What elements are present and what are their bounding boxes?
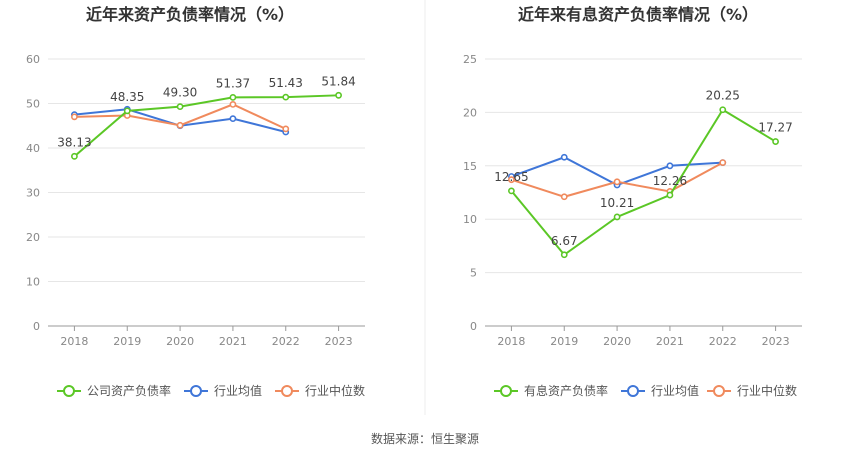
chart-title: 近年来资产负债率情况（%）	[86, 5, 294, 24]
y-tick-label: 30	[26, 187, 40, 200]
y-tick-label: 5	[470, 267, 477, 280]
legend-swatch-marker	[713, 385, 725, 397]
legend-swatch-marker	[281, 385, 293, 397]
x-tick-label: 2018	[60, 335, 88, 348]
data-label: 20.25	[706, 89, 740, 103]
data-label: 10.21	[600, 196, 634, 210]
data-point[interactable]	[282, 93, 290, 101]
legend-item[interactable]: 行业均值	[621, 383, 699, 398]
legend-label: 有息资产负债率	[524, 383, 608, 398]
x-tick-label: 2020	[603, 335, 631, 348]
data-label: 51.84	[321, 74, 355, 88]
x-tick-label: 2021	[656, 335, 684, 348]
x-tick-label: 2023	[325, 335, 353, 348]
legend-item[interactable]: 公司资产负债率	[57, 383, 171, 398]
data-point[interactable]	[508, 187, 515, 195]
data-point[interactable]	[666, 162, 674, 170]
x-tick-label: 2018	[497, 335, 525, 348]
data-point[interactable]	[666, 191, 674, 199]
source-note: 数据来源：恒生聚源	[370, 432, 479, 446]
y-tick-label: 60	[26, 53, 40, 66]
x-tick-label: 2020	[166, 335, 194, 348]
legend-swatch-marker	[63, 385, 75, 397]
data-label: 48.35	[110, 90, 144, 104]
data-point[interactable]	[719, 106, 727, 114]
data-point[interactable]	[613, 213, 621, 221]
legend-swatch-marker	[500, 385, 512, 397]
y-tick-label: 50	[26, 98, 40, 111]
data-point[interactable]	[560, 153, 568, 161]
x-tick-label: 2019	[550, 335, 578, 348]
y-tick-label: 20	[463, 106, 477, 119]
data-point[interactable]	[123, 107, 131, 115]
legend-item[interactable]: 行业均值	[184, 383, 262, 398]
data-point[interactable]	[613, 178, 621, 186]
x-tick-label: 2022	[709, 335, 737, 348]
y-tick-label: 0	[470, 320, 477, 333]
series-line	[73, 94, 339, 158]
x-tick-label: 2019	[113, 335, 141, 348]
legend-label: 公司资产负债率	[87, 383, 171, 398]
data-point[interactable]	[176, 121, 184, 129]
data-label: 51.43	[269, 76, 303, 90]
data-point[interactable]	[71, 152, 78, 160]
chart-debt-ratio: 近年来资产负债率情况（%） 0 10 20 30 40 50 60 2018 2019 2020 2…	[26, 5, 365, 398]
data-point[interactable]	[71, 113, 78, 121]
data-point[interactable]	[229, 100, 237, 108]
data-point[interactable]	[508, 176, 515, 184]
legend-label: 行业均值	[651, 383, 699, 398]
legend-item[interactable]: 有息资产负债率	[494, 383, 608, 398]
data-label: 51.37	[216, 76, 250, 90]
legend-swatch-marker	[627, 385, 639, 397]
data-label: 38.13	[57, 135, 91, 149]
chart-title: 近年来有息资产负债率情况（%）	[518, 5, 758, 24]
data-point[interactable]	[560, 251, 568, 259]
legend-label: 行业中位数	[737, 383, 797, 398]
legend-swatch-marker	[190, 385, 202, 397]
legend-item[interactable]: 行业中位数	[707, 383, 797, 398]
x-tick-label: 2021	[219, 335, 247, 348]
legend-label: 行业中位数	[305, 383, 365, 398]
chart-interest-debt-ratio: 近年来有息资产负债率情况（%） 0 5 10 15 20 25 2018 2019 2020 20…	[463, 5, 802, 398]
data-point[interactable]	[335, 91, 342, 99]
data-point[interactable]	[772, 138, 779, 145]
data-label: 17.27	[758, 121, 792, 135]
y-tick-label: 10	[463, 213, 477, 226]
legend-item[interactable]: 行业中位数	[275, 383, 365, 398]
y-tick-label: 0	[33, 320, 40, 333]
data-label: 12.26	[653, 174, 687, 188]
data-point[interactable]	[176, 103, 184, 111]
y-tick-label: 25	[463, 53, 477, 66]
data-point[interactable]	[719, 159, 727, 166]
x-tick-label: 2023	[762, 335, 790, 348]
data-label: 6.67	[551, 234, 578, 248]
data-point[interactable]	[282, 125, 290, 133]
data-point[interactable]	[560, 193, 568, 201]
y-tick-label: 20	[26, 231, 40, 244]
data-label: 49.30	[163, 86, 197, 100]
x-tick-label: 2022	[272, 335, 300, 348]
data-point[interactable]	[229, 94, 237, 101]
y-tick-label: 40	[26, 142, 40, 155]
data-point[interactable]	[229, 115, 237, 123]
legend-label: 行业均值	[214, 383, 262, 398]
series-line	[510, 108, 777, 257]
y-tick-label: 10	[26, 276, 40, 289]
y-tick-label: 15	[463, 160, 477, 173]
data-label: 12.65	[494, 170, 528, 184]
